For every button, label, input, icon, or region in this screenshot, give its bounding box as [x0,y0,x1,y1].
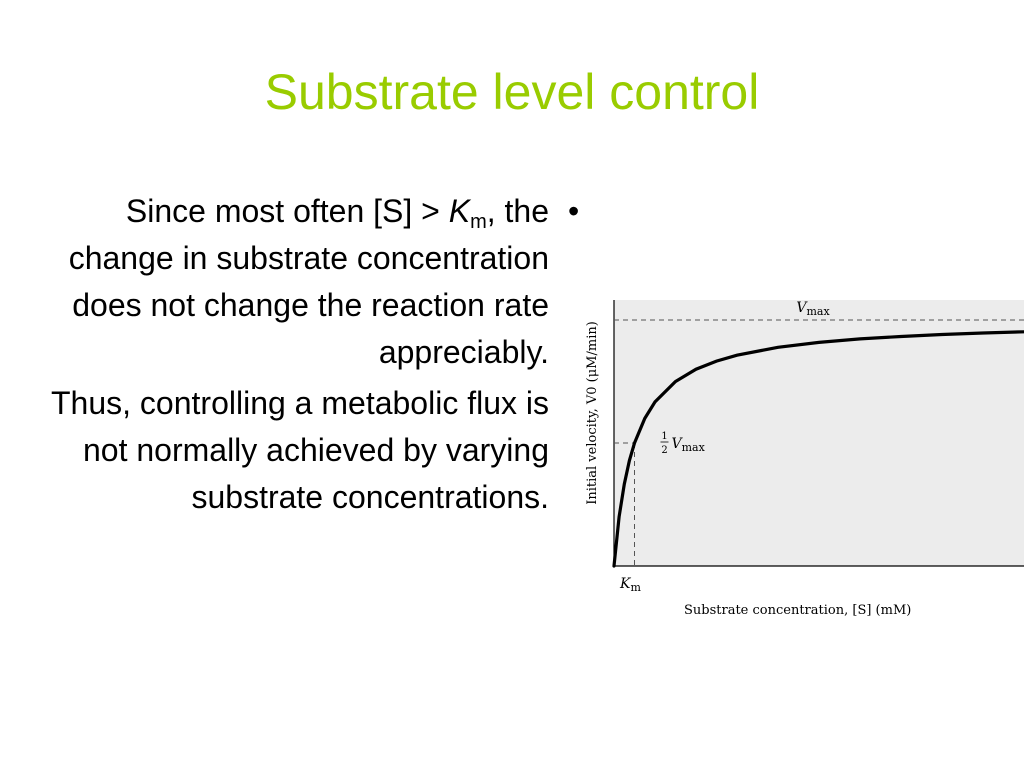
data-point-2 [623,483,626,486]
half-vmax-sub: max [682,441,706,454]
vmax-annotation-sub: max [806,305,830,318]
bullet-marker: • [568,193,580,229]
km-tick-label: Km [619,576,641,594]
data-point-5 [643,417,646,420]
half-vmax-annotation: 1 2 Vmax [660,431,706,456]
half-fraction-numerator: 1 [661,431,667,442]
data-point-13 [859,338,862,341]
data-point-9 [715,360,718,363]
half-fraction-denominator: 2 [661,445,667,456]
paragraph-km: Since most often [S] > Km, the change in… [29,188,549,376]
km-inline-symbol: K [448,193,471,229]
data-point-15 [941,333,944,336]
half-vmax-v: V [672,436,684,452]
body-text: Since most often [S] > Km, the change in… [29,188,549,521]
michaelis-menten-chart: Vmax 1 2 Vmax Km Substrate concentration… [585,300,1024,618]
km-tick-sub: m [631,581,642,594]
data-point-1 [618,515,621,518]
paragraph-km-after: , the change in substrate concentration … [68,193,549,370]
km-inline-subscript: m [470,211,487,233]
data-point-3 [628,459,631,462]
data-point-11 [777,346,780,349]
paragraph-km-before: Since most often [S] > [125,193,449,229]
data-point-4 [633,442,636,445]
data-point-14 [900,335,903,338]
data-point-12 [818,341,821,344]
half-vmax-text: Vmax [672,436,706,454]
plot-area [614,300,1024,566]
km-inline: Km [448,193,487,232]
paragraph-flux: Thus, controlling a metabolic flux is no… [51,385,549,515]
vmax-annotation: Vmax [796,300,830,318]
data-point-0 [613,565,616,568]
slide-title: Substrate level control [264,64,760,120]
data-point-8 [695,368,698,371]
vmax-annotation-v: V [796,300,808,316]
km-tick-k: K [619,576,632,592]
data-point-16 [982,332,985,335]
y-axis-label: Initial velocity, V0 (μM/min) [585,321,600,505]
x-axis-label: Substrate concentration, [S] (mM) [684,603,911,618]
data-point-7 [674,380,677,383]
series-line-velocity [612,330,1024,568]
data-point-10 [736,354,739,357]
data-point-6 [654,401,657,404]
